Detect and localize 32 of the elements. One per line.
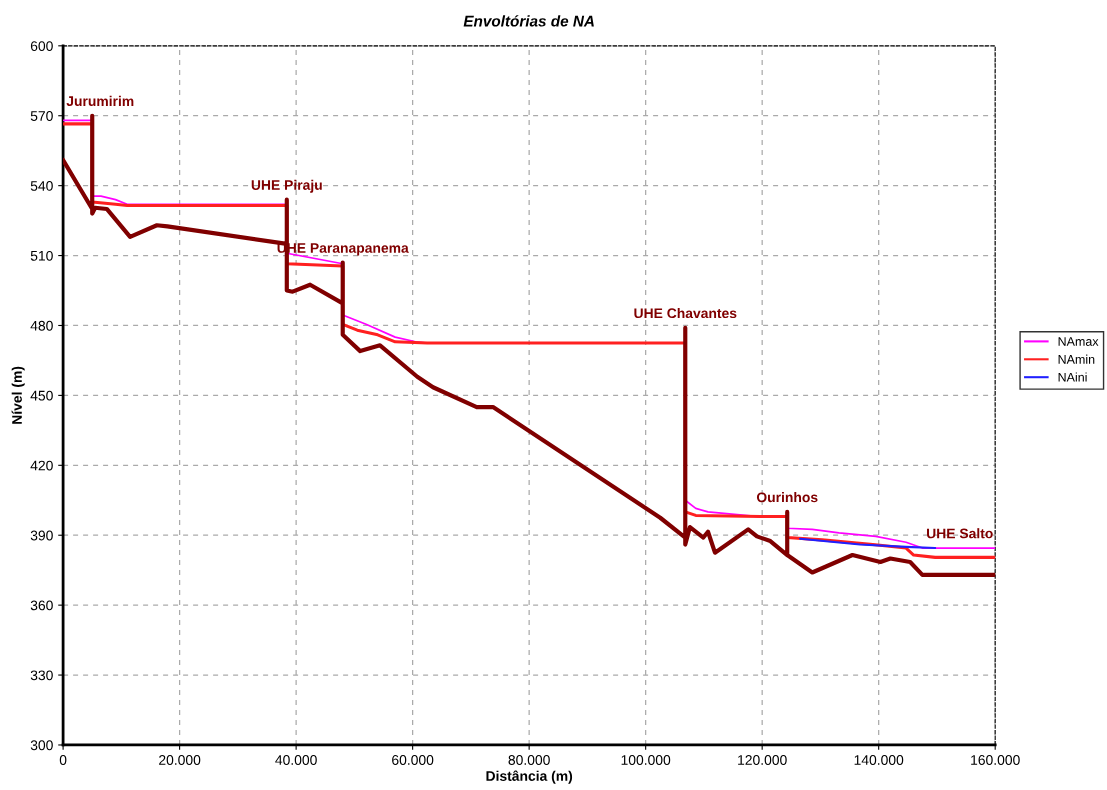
y-tick-label: 450 — [30, 390, 53, 401]
line-series — [799, 537, 937, 550]
x-tick-label: 60.000 — [392, 755, 434, 765]
annotation: UHE Chavantes — [634, 307, 737, 319]
annotation: Ourinhos — [756, 492, 818, 503]
x-tick-label: 160.000 — [971, 755, 1020, 765]
y-tick-label: 300 — [30, 740, 53, 751]
y-tick-label: 540 — [30, 180, 53, 191]
x-tick-label: 80.000 — [508, 755, 550, 765]
legend-label: NAini — [1058, 372, 1087, 382]
y-tick-label: 420 — [30, 460, 53, 471]
y-tick-label: 600 — [30, 41, 53, 51]
chart-title: Envoltórias de NA — [463, 15, 594, 27]
x-tick-label: 100.000 — [621, 755, 671, 765]
y-tick-label: 480 — [30, 320, 53, 331]
legend-label: NAmin — [1058, 354, 1095, 364]
y-tick-label: 360 — [30, 600, 53, 611]
annotation: UHE Piraju — [251, 179, 322, 193]
y-tick-label: 390 — [30, 530, 53, 541]
x-axis-title: Distância (m) — [486, 770, 573, 784]
x-tick-label: 40.000 — [275, 755, 317, 765]
y-tick-label: 570 — [30, 111, 53, 121]
y-tick-label: 330 — [30, 670, 53, 681]
y-tick-label: 510 — [30, 250, 53, 261]
x-tick-label: 20.000 — [159, 755, 201, 765]
x-tick-label: 0 — [59, 755, 67, 765]
x-tick-label: 120.000 — [738, 755, 787, 765]
annotation: UHE Salto — [927, 528, 993, 539]
annotation: Jurumirim — [66, 95, 134, 107]
y-axis-title: Nível (m) — [11, 366, 25, 424]
x-tick-label: 140.000 — [854, 755, 904, 765]
legend-label: NAmax — [1058, 337, 1099, 346]
